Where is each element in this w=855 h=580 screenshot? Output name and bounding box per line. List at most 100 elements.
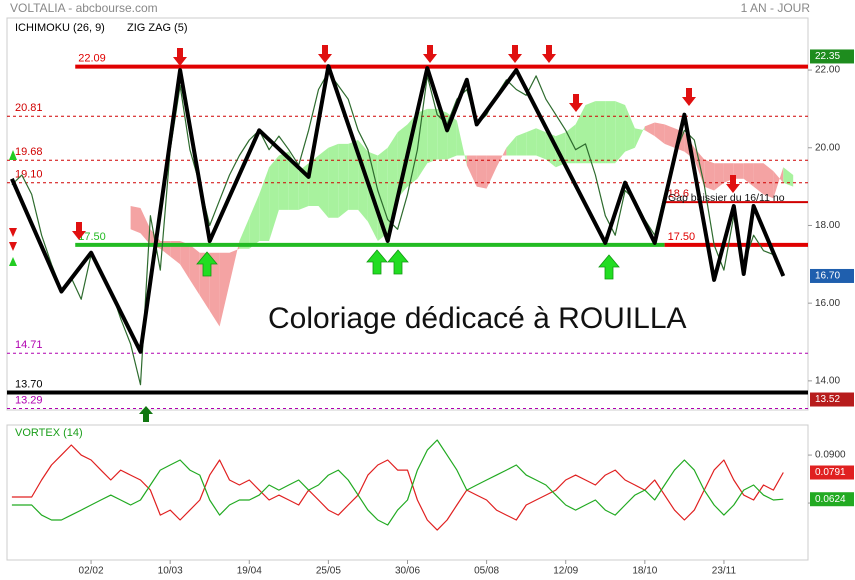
ichimoku-cloud	[417, 108, 428, 179]
ichimoku-cloud	[585, 101, 596, 164]
x-tick-label: 19/04	[237, 566, 262, 577]
value-badge-label: 22.35	[815, 51, 840, 62]
level-label: 19.10	[15, 169, 43, 181]
ichimoku-cloud	[714, 163, 724, 191]
ichimoku-cloud	[634, 126, 645, 148]
ichimoku-cloud	[259, 167, 270, 241]
ichimoku-cloud	[743, 163, 754, 187]
ichimoku-cloud	[318, 147, 329, 218]
level-label: 20.81	[15, 102, 43, 114]
side-arrow	[9, 257, 17, 266]
ichimoku-cloud	[694, 147, 705, 187]
chart-title: VOLTALIA - abcbourse.com	[10, 1, 158, 15]
ichimoku-cloud	[536, 128, 546, 160]
ichimoku-cloud	[427, 108, 438, 164]
ichimoku-cloud	[209, 252, 220, 327]
level-label: 22.09	[78, 52, 106, 64]
y-tick-label: 16.00	[815, 298, 840, 309]
ichimoku-cloud	[733, 163, 744, 179]
x-tick-label: 05/08	[474, 566, 499, 577]
legend-entry: ZIG ZAG (5)	[127, 22, 188, 34]
price-plot: 22.09 20.81 19.68 19.10 18.6 17.50 17.50 14.71 1…	[7, 52, 808, 409]
level-label: 13.70	[15, 378, 43, 390]
vortex-panel	[6, 424, 809, 561]
x-tick-label: 18/10	[632, 566, 657, 577]
value-badge	[810, 268, 854, 283]
ichimoku-cloud	[456, 120, 467, 166]
ichimoku-cloud	[783, 167, 794, 187]
ichimoku-cloud	[189, 244, 200, 296]
ichimoku-cloud	[278, 151, 289, 210]
ichimoku-cloud	[269, 155, 279, 241]
ichimoku-cloud	[506, 136, 517, 156]
ichimoku-cloud	[704, 159, 715, 191]
x-tick-label: 30/06	[395, 566, 420, 577]
value-badge	[810, 49, 854, 64]
value-badge-label: 0.0791	[815, 467, 846, 478]
ichimoku-cloud	[239, 217, 250, 249]
y-tick-label: 22.00	[815, 65, 840, 76]
signal-arrows	[9, 45, 740, 422]
side-arrow	[9, 150, 17, 160]
level-label: 13.29	[15, 394, 43, 406]
ichimoku-cloud	[526, 128, 537, 156]
chart-subtitle: 1 AN - JOUR	[741, 1, 811, 15]
ichimoku-cloud	[249, 194, 260, 249]
ichimoku-cloud	[644, 122, 655, 137]
annotation: Gap baissier du 16/11 no	[668, 192, 785, 204]
price-line	[11, 439, 784, 526]
annotations: Coloriage dédicacé à ROUILLA Gap baissie…	[268, 192, 785, 335]
y-tick-label: 18.00	[815, 220, 840, 231]
value-badge-label: 0.0624	[815, 494, 846, 505]
level-label: 17.50	[668, 231, 696, 243]
x-tick-label: 12/09	[553, 566, 578, 577]
ichimoku-cloud	[219, 252, 230, 327]
ichimoku-cloud	[140, 208, 151, 245]
ichimoku-cloud	[654, 122, 665, 144]
x-tick-label: 25/05	[316, 566, 341, 577]
ichimoku-cloud	[763, 163, 774, 199]
value-badge	[810, 392, 854, 407]
price-panel	[6, 17, 809, 411]
legend-entry: ICHIMOKU (26, 9)	[15, 22, 105, 34]
ichimoku-cloud	[229, 241, 240, 284]
value-badge	[810, 465, 854, 480]
y-tick-label: 20.00	[815, 142, 840, 153]
ichimoku-cloud	[615, 101, 626, 164]
ichimoku-cloud	[595, 101, 606, 164]
price-line	[11, 444, 784, 531]
x-tick-label: 02/02	[79, 566, 104, 577]
ichimoku-cloud	[486, 155, 497, 189]
vortex-plot	[11, 439, 784, 531]
x-tick-label: 23/11	[712, 566, 737, 577]
y-tick-label: 0.0900	[815, 450, 846, 461]
ichimoku-cloud	[753, 163, 764, 195]
ichimoku-cloud	[664, 124, 675, 148]
y-tick-label: 14.00	[815, 376, 840, 387]
level-label: 18.6	[668, 188, 689, 200]
x-tick-label: 10/03	[158, 566, 183, 577]
ichimoku-cloud	[773, 167, 784, 199]
ichimoku-cloud	[516, 132, 527, 156]
value-badge-label: 13.52	[815, 394, 840, 405]
ichimoku-cloud	[180, 241, 190, 280]
side-arrow	[9, 242, 17, 251]
ichimoku-cloud	[466, 155, 477, 187]
ichimoku-cloud	[496, 147, 507, 168]
level-label: 19.68	[15, 146, 43, 158]
ichimoku-cloud	[288, 151, 299, 210]
zigzag-line	[10, 64, 786, 354]
level-label: 14.71	[15, 339, 43, 351]
ichimoku-cloud	[130, 206, 141, 234]
ichimoku-cloud	[605, 101, 616, 164]
ichimoku-cloud	[328, 143, 339, 218]
value-badge-label: 16.70	[815, 271, 840, 282]
level-label: 17.50	[78, 231, 106, 243]
ichimoku-cloud	[338, 143, 349, 218]
ichimoku-cloud	[407, 112, 418, 187]
buy-arrow	[139, 406, 153, 422]
annotation: Coloriage dédicacé à ROUILLA	[268, 302, 687, 335]
axes: 22.00 20.00 18.00 16.00 14.00 22.35 16.70 13.52…	[79, 49, 854, 577]
side-arrow	[9, 228, 17, 237]
